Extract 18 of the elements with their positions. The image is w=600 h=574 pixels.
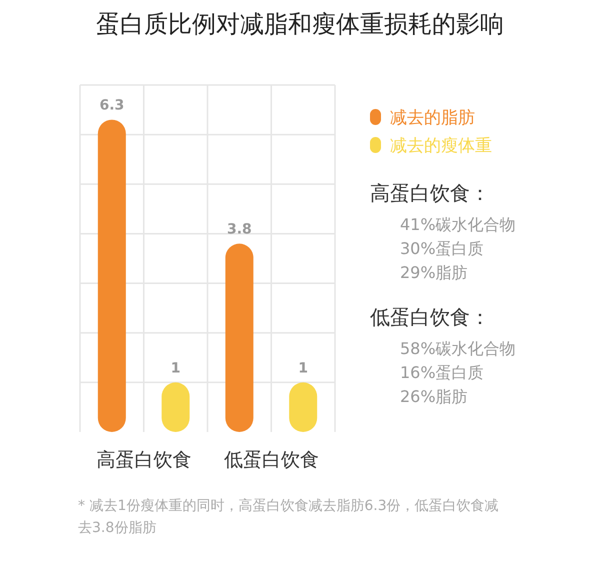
text: 高蛋白饮食： bbox=[370, 181, 490, 205]
text: 29%脂肪 bbox=[400, 263, 468, 282]
x-tick-label: 高蛋白饮食 bbox=[96, 449, 192, 471]
legend-label: 减去的脂肪 bbox=[390, 108, 475, 128]
text: 16%蛋白质 bbox=[400, 363, 484, 382]
text: 58%碳水化合物 bbox=[400, 339, 516, 358]
legend-label: 减去的瘦体重 bbox=[390, 136, 492, 156]
text: 低蛋白饮食： bbox=[370, 305, 490, 329]
text: 30%蛋白质 bbox=[400, 239, 484, 258]
text: 26%脂肪 bbox=[400, 387, 468, 406]
text: * 减去1份瘦体重的同时，高蛋白饮食减去脂肪6.3份，低蛋白饮食减去3.8份脂肪 bbox=[78, 498, 499, 536]
data-label: 1 bbox=[298, 360, 308, 376]
chart-title: 蛋白质比例对减脂和瘦体重损耗的影响 bbox=[96, 10, 504, 38]
x-tick-label: 低蛋白饮食 bbox=[224, 449, 319, 471]
data-label: 6.3 bbox=[99, 98, 124, 114]
text: 41%碳水化合物 bbox=[400, 215, 516, 234]
data-label: 1 bbox=[170, 360, 180, 376]
data-label: 3.8 bbox=[226, 222, 252, 238]
